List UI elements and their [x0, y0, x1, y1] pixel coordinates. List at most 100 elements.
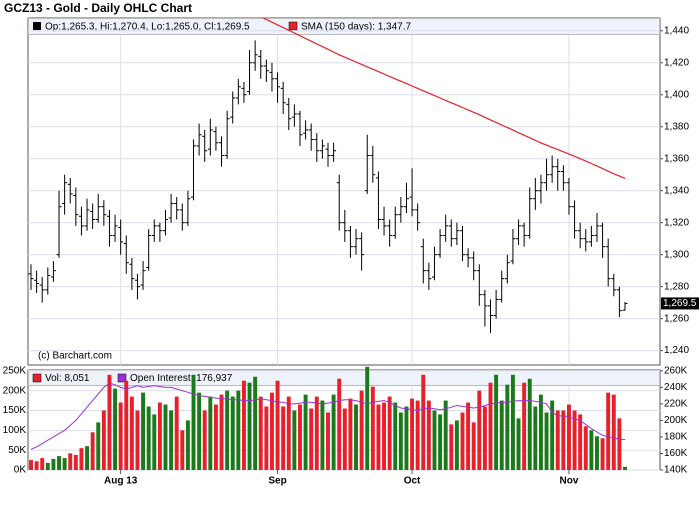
volume-bar [157, 402, 162, 470]
volume-bar [101, 410, 106, 470]
volume-bar [118, 402, 123, 470]
volume-bar [354, 404, 358, 470]
volume-bar [505, 384, 510, 470]
volume-bar [73, 454, 78, 470]
y-tick-label: 1,340 [664, 185, 689, 196]
volume-bar [51, 458, 56, 470]
volume-bar [219, 394, 224, 470]
oi-legend-swatch [117, 373, 127, 383]
volume-bar [421, 374, 426, 470]
chart-title: GCZ13 - Gold - Daily OHLC Chart [4, 1, 192, 15]
y-tick-label: 1,440 [664, 25, 689, 36]
volume-bar [281, 406, 286, 470]
y-tick-label: 1,420 [664, 57, 689, 68]
y-tick-label: 1,280 [664, 281, 689, 292]
volume-bar [225, 390, 230, 470]
y-tick-label: 1,260 [664, 313, 689, 324]
last-price-box [661, 297, 699, 310]
volume-bar [477, 390, 482, 470]
volume-bar [57, 456, 61, 470]
volume-bar [202, 410, 207, 470]
volume-bar [258, 396, 263, 470]
volume-bar [578, 414, 583, 470]
volume-bar [29, 460, 33, 470]
volume-bar [247, 382, 252, 470]
volume-bar [270, 392, 274, 470]
volume-bar [410, 398, 415, 470]
volume-bar [180, 430, 185, 470]
volume-bar [567, 404, 571, 470]
volume-bar [79, 448, 84, 470]
x-tick-label: Nov [560, 476, 579, 487]
volume-bar [45, 462, 50, 470]
volume-bar [365, 366, 370, 470]
oi-tick-label: 200K [664, 415, 688, 426]
volume-bar [163, 404, 168, 470]
volume-bar [337, 378, 342, 470]
volume-bar [68, 453, 73, 470]
volume-bar [538, 394, 543, 470]
volume-bar [241, 380, 246, 470]
volume-bar [331, 394, 336, 470]
volume-bar [572, 410, 577, 470]
plot-layer: 1,240 1,260 1,280 1,300 1,320 1,340 1,360 1,380… [3, 18, 699, 487]
volume-bar [600, 438, 605, 470]
volume-legend-swatch [32, 373, 42, 383]
volume-bar [488, 382, 493, 470]
volume-bar [34, 461, 39, 470]
volume-bar [527, 378, 532, 470]
x-tick-label: Oct [404, 476, 421, 487]
volume-bar [415, 400, 420, 470]
volume-bar [550, 400, 555, 470]
volume-bar [152, 414, 157, 470]
volume-bar [398, 412, 403, 470]
oi-tick-label: 260K [664, 365, 688, 376]
volume-bar [253, 376, 258, 470]
oi-tick-label: 180K [664, 432, 688, 443]
volume-bar [113, 388, 118, 470]
volume-bar [264, 406, 269, 470]
volume-bar [387, 396, 392, 470]
volume-bar [595, 436, 599, 470]
volume-bar [510, 374, 515, 470]
volume-bar [208, 396, 213, 470]
volume-bar [213, 404, 218, 470]
y-tick-label: 1,400 [664, 89, 689, 100]
vol-tick-label: 150K [3, 405, 27, 416]
volume-bar [40, 458, 45, 470]
sma-legend: SMA (150 days): 1,347.7 [301, 22, 412, 33]
volume-bar [230, 396, 235, 470]
oi-line [30, 382, 626, 450]
volume-bar [298, 404, 302, 470]
volume-bar [174, 396, 179, 470]
volume-bar [197, 392, 202, 470]
volume-bar [589, 430, 594, 470]
volume-bar [471, 422, 476, 470]
volume-bar [606, 392, 611, 470]
volume-bar [96, 422, 101, 470]
volume-bar [376, 404, 381, 470]
volume-bar [617, 418, 622, 470]
vol-tick-label: 0K [14, 465, 27, 476]
oi-tick-label: 240K [664, 382, 688, 393]
volume-bar [292, 410, 297, 470]
volume-bar [303, 394, 308, 470]
volume-bar [191, 374, 196, 470]
vol-tick-label: 200K [3, 385, 27, 396]
volume-bar [454, 420, 459, 470]
volume-legend: Vol: 8,051 [45, 373, 90, 384]
oi-tick-label: 140K [664, 465, 688, 476]
vol-tick-label: 250K [3, 365, 27, 376]
y-tick-label: 1,300 [664, 249, 689, 260]
volume-bar [544, 412, 549, 470]
sma-legend-swatch [288, 21, 298, 31]
volume-bar [342, 408, 347, 470]
ohlc-legend-swatch [33, 22, 41, 30]
volume-bar [309, 408, 314, 470]
volume-bar [141, 392, 146, 470]
y-tick-label: 1,380 [664, 121, 689, 132]
volume-bar [129, 396, 134, 470]
volume-bar [466, 402, 471, 470]
volume-bar [286, 396, 291, 470]
